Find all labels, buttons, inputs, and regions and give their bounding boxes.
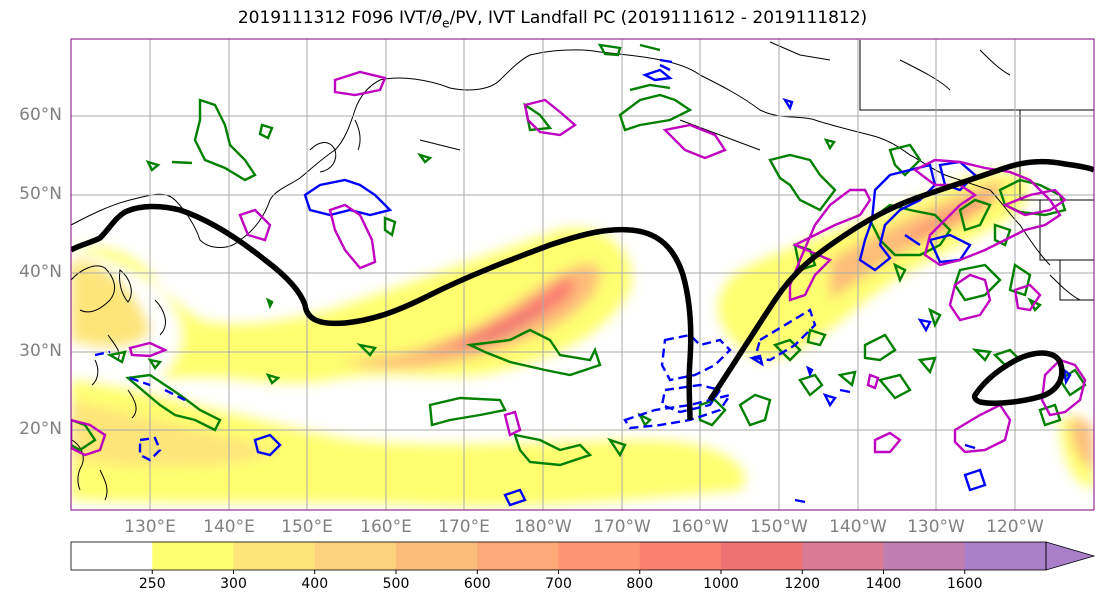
colorbar-segment	[152, 542, 234, 570]
lon-label-170e: 170°E	[438, 517, 490, 537]
colorbar-tick-label: 1400	[865, 576, 902, 592]
lat-label-60n: 60°N	[19, 105, 62, 125]
colorbar-segment	[71, 542, 153, 570]
map-frame	[70, 38, 1095, 511]
coastlines	[71, 40, 1094, 501]
colorbar-segment	[233, 542, 316, 570]
colorbar-segment	[883, 542, 966, 570]
lon-label-130w: 130°W	[907, 517, 965, 537]
lon-label-170w: 170°W	[593, 517, 651, 537]
colorbar-tick-label: 300	[220, 576, 247, 592]
colorbar-segment	[721, 542, 803, 570]
colorbar-tick-label: 250	[138, 576, 166, 592]
landfall-pc-contour	[71, 158, 1094, 421]
colorbar-tick-label: 1200	[784, 576, 821, 592]
colorbar-segment	[477, 542, 559, 570]
colorbar-tick-label: 1000	[703, 576, 739, 592]
colorbar-extend-arrow	[1045, 541, 1096, 571]
map-title: 2019111312 F096 IVT/θe/PV, IVT Landfall …	[237, 8, 868, 31]
colorbar-segment	[396, 542, 478, 570]
lon-label-180w: 180°W	[514, 517, 572, 537]
lon-label-150e: 150°E	[281, 517, 333, 537]
lat-label-20n: 20°N	[19, 419, 62, 439]
colorbar-tick-label: 400	[301, 576, 329, 592]
ivt-shading	[71, 171, 1094, 507]
lon-label-150w: 150°W	[750, 517, 808, 537]
colorbar-tick-label: 1600	[946, 576, 983, 592]
colorbar-segment	[639, 542, 722, 570]
lat-label-30n: 30°N	[19, 341, 62, 361]
lat-label-50n: 50°N	[19, 184, 62, 204]
pv-negative-dashed	[94, 308, 817, 462]
lon-label-160w: 160°W	[671, 517, 729, 537]
colorbar-segment	[802, 542, 884, 570]
lon-label-120w: 120°W	[986, 517, 1044, 537]
colorbar	[70, 541, 1096, 574]
colorbar-segment	[314, 542, 397, 570]
colorbar-segment	[558, 542, 641, 570]
pv-positive-contours	[71, 43, 1087, 467]
colorbar-tick-label: 600	[463, 576, 491, 592]
colorbar-tick-label: 800	[626, 576, 654, 592]
lon-label-140e: 140°E	[203, 517, 255, 537]
lon-label-140w: 140°W	[829, 517, 887, 537]
colorbar-segment	[964, 542, 1047, 570]
lon-label-160e: 160°E	[360, 517, 412, 537]
colorbar-tick-label: 500	[382, 576, 410, 592]
lon-label-130e: 130°E	[124, 517, 176, 537]
colorbar-tick-label: 700	[545, 576, 572, 592]
lat-label-40n: 40°N	[19, 262, 62, 282]
